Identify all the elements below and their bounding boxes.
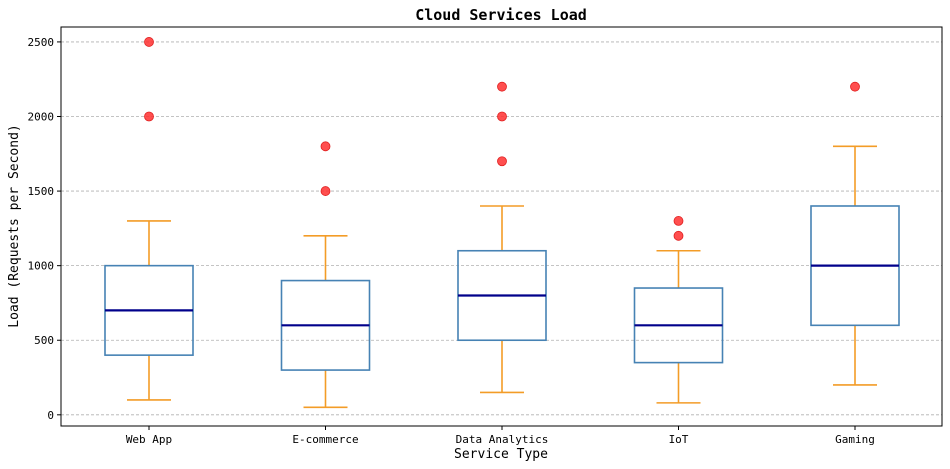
outlier-point [497,111,507,122]
x-tick-label: E-commerce [292,433,358,446]
box-group [633,216,724,404]
outlier-point [144,111,154,122]
x-tick-label: Web App [126,433,172,446]
outlier-point [144,37,154,47]
x-tick-label: IoT [669,433,689,446]
y-tick-label: 2500 [28,36,55,49]
box-group [810,81,900,386]
x-tick-label: Data Analytics [456,433,549,446]
outlier-point [673,216,684,226]
y-tick-label: 500 [34,334,54,347]
x-tick-label: Gaming [835,433,875,446]
x-axis-label: Service Type [454,447,548,462]
outlier-point [320,186,331,196]
box-group [280,141,371,409]
outlier-point [497,81,507,92]
outlier-point [497,156,507,167]
y-tick-label: 0 [47,409,54,422]
axis-ticks: 0 500 1000 1500 2000 2500 Web App E-commerce Dat… [28,36,875,446]
y-tick-label: 1500 [28,185,55,198]
outlier-point [673,230,684,241]
box-group [457,81,547,394]
y-tick-label: 2000 [28,110,55,123]
y-axis-label: Load (Requests per Second) [7,124,22,328]
y-tick-label: 1000 [28,260,55,273]
box-group [104,37,194,401]
chart-title: Cloud Services Load [415,6,587,24]
outlier-point [850,81,860,92]
boxes [104,37,900,409]
outlier-point [320,141,331,152]
